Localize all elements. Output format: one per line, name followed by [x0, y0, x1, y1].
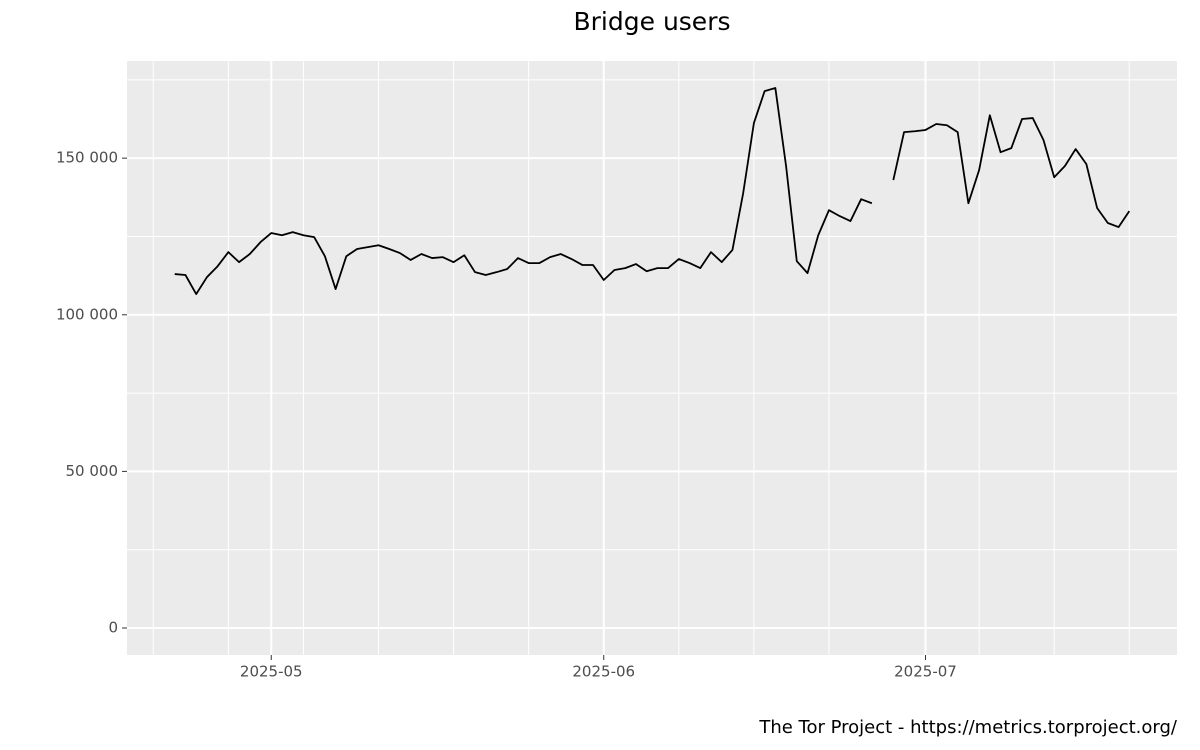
chart-title: Bridge users: [574, 7, 731, 36]
y-tick-label: 0: [108, 619, 118, 637]
data-line: [174, 87, 1131, 295]
y-tick-label: 100 000: [56, 305, 118, 323]
y-tick-label: 50 000: [66, 462, 119, 480]
caption: The Tor Project - https://metrics.torpro…: [758, 717, 1178, 738]
x-tick-label: 2025-06: [572, 663, 635, 681]
y-tick-label: 150 000: [56, 149, 118, 167]
plot-panel: [127, 61, 1177, 655]
x-tick-label: 2025-05: [240, 663, 303, 681]
x-tick-label: 2025-07: [894, 663, 957, 681]
